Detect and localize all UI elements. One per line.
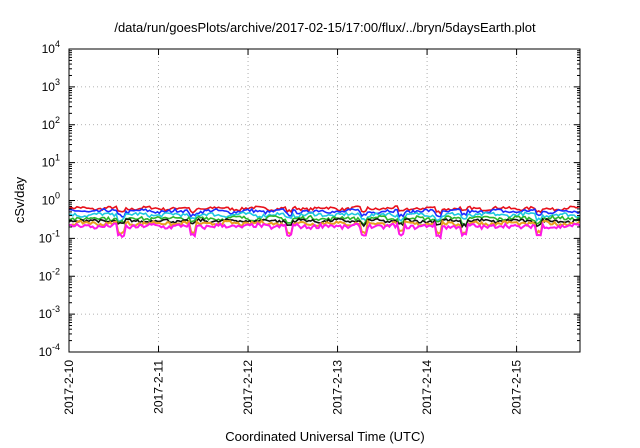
x-tick-label: 2017-2-13	[331, 360, 345, 415]
series-line	[68, 214, 581, 226]
y-tick-label: 10-3	[39, 304, 60, 321]
y-tick-label: 10-1	[39, 228, 60, 245]
y-tick-label: 103	[42, 77, 60, 94]
y-tick-label: 102	[42, 115, 60, 132]
series-line	[68, 205, 581, 216]
series-line	[69, 211, 581, 223]
y-tick-label: 10-4	[39, 342, 60, 359]
x-axis-ticks: 2017-2-10 2017-2-11 2017-2-12 2017-2-13 2017…	[62, 49, 524, 415]
x-tick-label: 2017-2-10	[62, 360, 76, 415]
plot-frame	[68, 48, 581, 353]
x-tick-label: 2017-2-11	[152, 360, 166, 414]
grid	[69, 49, 580, 352]
y-tick-label: 101	[42, 153, 60, 170]
x-axis-label: Coordinated Universal Time (UTC)	[225, 429, 424, 444]
y-tick-label: 100	[42, 191, 60, 208]
series-line	[68, 220, 581, 240]
x-tick-label: 2017-2-12	[241, 360, 255, 415]
x-tick-label: 2017-2-15	[510, 360, 524, 415]
y-tick-label: 10-2	[39, 266, 60, 283]
y-tick-label: 104	[42, 39, 60, 56]
y-axis-label: cSv/day	[12, 176, 27, 223]
chart-title: /data/run/goesPlots/archive/2017-02-15/1…	[114, 20, 536, 35]
series-layer	[68, 205, 581, 240]
x-tick-label: 2017-2-14	[420, 360, 434, 415]
series-line	[68, 207, 581, 219]
